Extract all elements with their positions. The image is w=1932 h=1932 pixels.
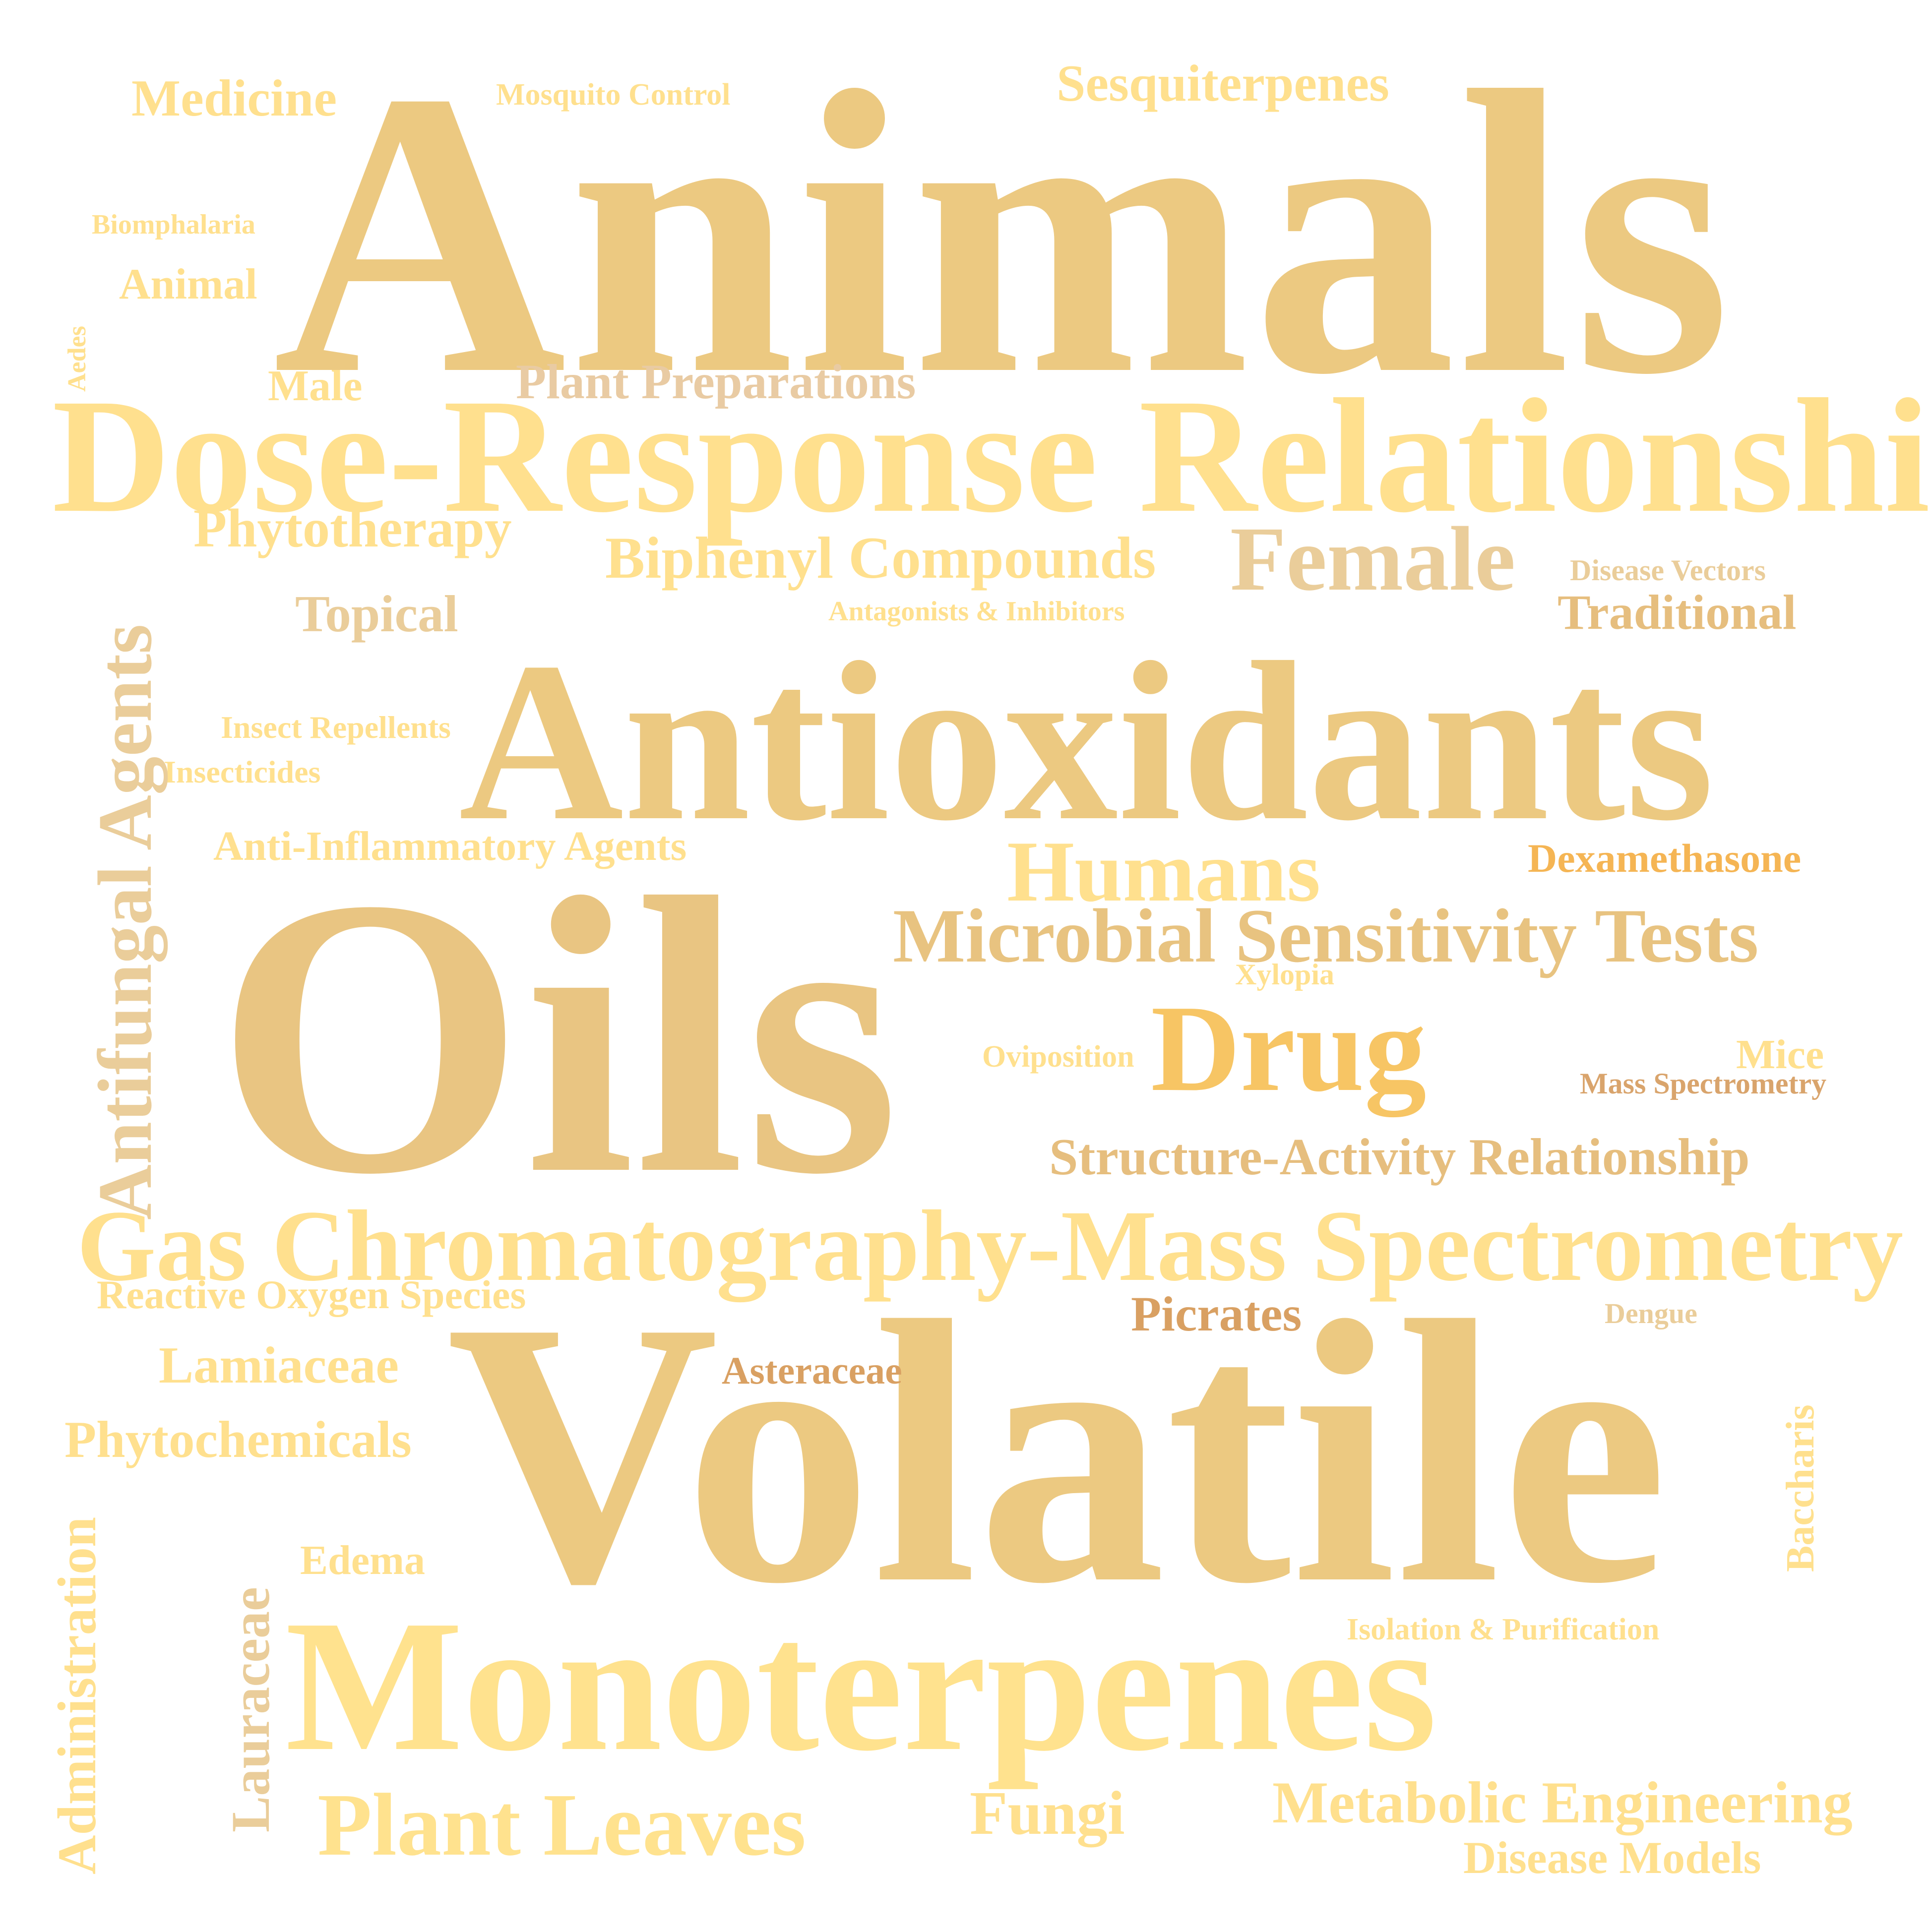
word-reactive-oxygen-species: Reactive Oxygen Species [97, 1272, 526, 1317]
word-antifungal-agents: Antifungal Agents [82, 624, 168, 1220]
word-oils: Oils [216, 817, 900, 1256]
word-male: Male [268, 362, 363, 410]
word-insect-repellents: Insect Repellents [221, 710, 451, 745]
word-xylopia: Xylopia [1235, 958, 1335, 991]
word-topical: Topical [295, 585, 458, 643]
word-traditional: Traditional [1558, 585, 1797, 640]
word-antioxidants: Antioxidants [459, 615, 1714, 868]
word-antagonists-inhibitors: Antagonists & Inhibitors [828, 596, 1125, 627]
word-monoterpenes: Monoterpenes [285, 1581, 1437, 1790]
word-mosquito-control: Mosquito Control [496, 78, 731, 112]
word-metabolic-engineering: Metabolic Engineering [1272, 1769, 1853, 1835]
word-isolation-purification: Isolation & Purification [1347, 1613, 1660, 1646]
word-biomphalaria: Biomphalaria [92, 209, 255, 240]
word-phytotherapy: Phytotherapy [193, 498, 512, 558]
word-fungi: Fungi [970, 1779, 1125, 1848]
word-insecticides: Insecticides [164, 754, 321, 789]
word-animals: Animals [273, 8, 1734, 458]
word-sesquiterpenes: Sesquiterpenes [1057, 54, 1389, 112]
word-volatile: Volatile [446, 1244, 1668, 1661]
word-dengue: Dengue [1605, 1297, 1697, 1329]
word-aedes: Aedes [63, 326, 91, 392]
word-dose-response-relationship: Dose-Response Relationship [52, 365, 1932, 546]
word-structure-activity-relationship: Structure-Activity Relationship [1049, 1128, 1750, 1186]
word-gas-chromatography-mass-spectrometry: Gas Chromatography-Mass Spectrometry [77, 1190, 1903, 1302]
word-plant-leaves: Plant Leaves [317, 1775, 806, 1874]
word-disease-models: Disease Models [1463, 1832, 1761, 1883]
word-phytochemicals: Phytochemicals [64, 1410, 412, 1468]
word-lamiaceae: Lamiaceae [159, 1336, 399, 1394]
word-microbial-sensitivity-tests: Microbial Sensitivity Tests [893, 893, 1759, 978]
word-anti-inflammatory-agents: Anti-Inflammatory Agents [213, 823, 687, 869]
word-drug: Drug [1151, 980, 1427, 1117]
word-female: Female [1230, 508, 1516, 610]
word-medicine: Medicine [131, 69, 337, 127]
word-mass-spectrometry: Mass Spectrometry [1580, 1067, 1827, 1100]
word-oviposition: Oviposition [982, 1040, 1134, 1074]
word-dexamethasone: Dexamethasone [1528, 836, 1802, 881]
word-biphenyl-compounds: Biphenyl Compounds [605, 525, 1156, 591]
word-humans: Humans [1007, 823, 1321, 919]
word-lauraceae: Lauraceae [220, 1587, 281, 1832]
word-mice: Mice [1736, 1031, 1824, 1078]
word-edema: Edema [300, 1537, 425, 1583]
word-disease-vectors: Disease Vectors [1570, 554, 1766, 587]
word-administration: Administration [47, 1516, 107, 1874]
word-picrates: Picrates [1131, 1286, 1302, 1341]
word-plant-preparations: Plant Preparations [516, 354, 916, 409]
word-asteraceae: Asteraceae [722, 1349, 902, 1392]
word-animal: Animal [119, 260, 257, 308]
word-baccharis: Baccharis [1779, 1404, 1822, 1572]
